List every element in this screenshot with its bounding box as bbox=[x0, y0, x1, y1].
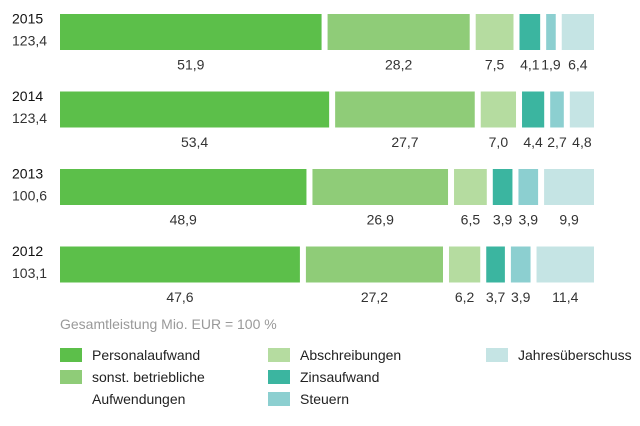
bar-segment bbox=[60, 91, 330, 128]
value-label: 28,2 bbox=[385, 57, 412, 73]
bar-segment bbox=[492, 169, 513, 205]
legend-swatch bbox=[268, 392, 290, 406]
bar-segment bbox=[522, 91, 545, 128]
value-label: 4,4 bbox=[523, 134, 543, 150]
value-label: 11,4 bbox=[552, 289, 578, 305]
legend-label: sonst. betriebliche Aufwendungen bbox=[92, 369, 205, 407]
value-label: 47,6 bbox=[166, 289, 193, 305]
value-label: 7,0 bbox=[489, 134, 509, 150]
bar-segment bbox=[536, 246, 594, 283]
bar-segment bbox=[60, 246, 300, 283]
value-label: 3,9 bbox=[493, 212, 513, 228]
note: Gesamtleistung Mio. EUR = 100 % bbox=[60, 316, 277, 332]
value-label: 48,9 bbox=[170, 212, 197, 228]
total-label: 123,4 bbox=[12, 110, 47, 126]
value-label: 4,8 bbox=[572, 134, 592, 150]
bar-segment bbox=[569, 91, 594, 128]
value-label: 6,5 bbox=[461, 212, 481, 228]
category-label: 2012 bbox=[12, 243, 43, 259]
value-label: 1,9 bbox=[541, 57, 561, 73]
bar-segment bbox=[60, 14, 322, 50]
value-label: 7,5 bbox=[485, 57, 505, 73]
bar-segment bbox=[335, 91, 475, 128]
value-label: 27,7 bbox=[391, 134, 418, 150]
category-label: 2015 bbox=[12, 11, 43, 27]
bar-segment bbox=[312, 169, 449, 205]
value-label: 9,9 bbox=[559, 212, 579, 228]
bar-segment bbox=[480, 91, 517, 128]
total-label: 123,4 bbox=[12, 33, 47, 49]
value-label: 6,4 bbox=[568, 57, 588, 73]
bar-segment bbox=[327, 14, 470, 50]
legend-label: Zinsaufwand bbox=[300, 369, 380, 385]
value-label: 3,9 bbox=[519, 212, 539, 228]
value-label: 27,2 bbox=[361, 289, 388, 305]
value-label: 3,9 bbox=[511, 289, 531, 305]
category-label: 2014 bbox=[12, 88, 43, 104]
bar-segment bbox=[546, 14, 556, 50]
legend-swatch bbox=[60, 348, 82, 362]
bar-segment bbox=[518, 169, 539, 205]
value-label: 6,2 bbox=[455, 289, 475, 305]
legend-swatch bbox=[268, 348, 290, 362]
legend-label: Personalaufwand bbox=[92, 347, 201, 363]
bar-segment bbox=[544, 169, 594, 205]
bar-segment bbox=[475, 14, 514, 50]
total-label: 103,1 bbox=[12, 265, 47, 281]
value-label: 3,7 bbox=[486, 289, 506, 305]
category-label: 2013 bbox=[12, 166, 43, 182]
legend-label: Jahresüberschuss bbox=[518, 347, 632, 363]
bar-segment bbox=[60, 169, 307, 205]
bar-segment bbox=[454, 169, 487, 205]
legend-swatch bbox=[60, 370, 82, 384]
total-label: 100,6 bbox=[12, 188, 47, 204]
bar-segment bbox=[305, 246, 443, 283]
bar-segment bbox=[486, 246, 505, 283]
bar-segment bbox=[561, 14, 594, 50]
legend-label: Steuern bbox=[300, 391, 350, 407]
bar-segment bbox=[510, 246, 531, 283]
value-label: 51,9 bbox=[177, 57, 204, 73]
legend-label: Abschreibungen bbox=[300, 347, 402, 363]
value-label: 4,1 bbox=[520, 57, 540, 73]
bar-segment bbox=[550, 91, 564, 128]
legend-swatch bbox=[486, 348, 508, 362]
bar-segment bbox=[519, 14, 541, 50]
bar-segment bbox=[448, 246, 481, 283]
legend-swatch bbox=[268, 370, 290, 384]
value-label: 53,4 bbox=[181, 134, 208, 150]
value-label: 2,7 bbox=[547, 134, 567, 150]
value-label: 26,9 bbox=[367, 212, 394, 228]
